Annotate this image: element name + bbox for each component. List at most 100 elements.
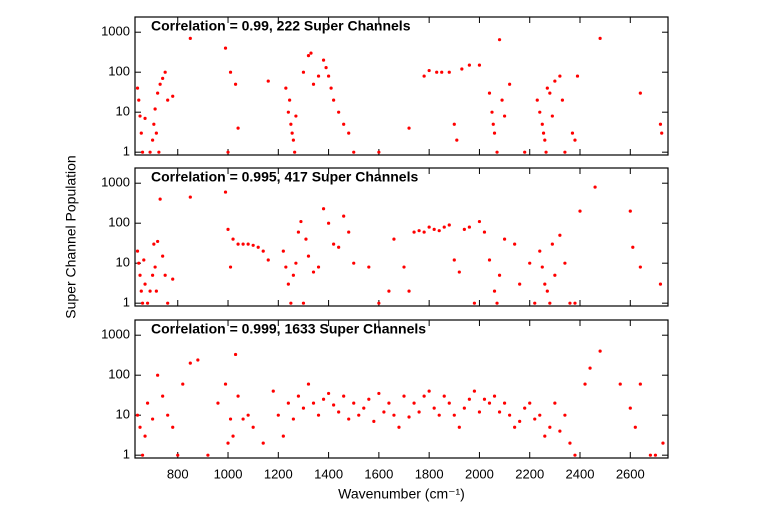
point [311, 82, 316, 86]
point [545, 289, 549, 293]
point [196, 358, 200, 362]
point [288, 98, 292, 102]
point [301, 406, 306, 410]
point [188, 361, 192, 365]
point [223, 190, 228, 194]
point [161, 254, 165, 258]
point [188, 36, 192, 40]
point [660, 131, 664, 135]
point [550, 114, 554, 118]
point [329, 86, 333, 90]
point [150, 138, 155, 142]
point [301, 70, 306, 74]
point [588, 366, 592, 370]
point [392, 237, 396, 241]
point [540, 265, 544, 269]
point [286, 282, 290, 286]
point [153, 265, 157, 269]
point [226, 227, 230, 231]
point [171, 425, 175, 429]
point [658, 282, 663, 286]
point [661, 441, 665, 445]
point [467, 63, 471, 67]
point [342, 394, 346, 398]
point [158, 197, 162, 201]
point [382, 410, 386, 414]
point [440, 70, 444, 74]
point [150, 273, 155, 277]
point [140, 453, 145, 457]
point [437, 229, 441, 233]
point [568, 441, 572, 445]
point [518, 419, 522, 423]
point [653, 453, 658, 457]
point [513, 242, 517, 246]
point [460, 67, 464, 71]
y-tick-label: 1 [123, 447, 130, 462]
point [284, 265, 288, 269]
point [427, 389, 431, 393]
point [311, 270, 316, 274]
point [137, 261, 141, 265]
point [402, 394, 406, 398]
point [492, 131, 497, 135]
y-tick-label: 100 [108, 215, 130, 230]
point [156, 91, 160, 95]
annotation: Correlation = 0.999, 1633 Super Channels [151, 321, 426, 337]
point [286, 110, 290, 114]
point [281, 434, 285, 438]
point [452, 413, 456, 417]
point [309, 51, 313, 55]
point [316, 74, 321, 78]
point [560, 98, 565, 102]
point [638, 91, 642, 95]
point [362, 406, 366, 410]
point [535, 98, 539, 102]
point [495, 150, 499, 154]
point [301, 301, 306, 305]
y-tick-label: 1000 [101, 24, 130, 39]
point [290, 131, 294, 135]
annotation: Correlation = 0.99, 222 Super Channels [151, 18, 411, 34]
point [563, 150, 567, 154]
point [508, 82, 512, 86]
point [377, 301, 381, 305]
point [166, 413, 170, 417]
point [495, 301, 499, 305]
point [139, 131, 143, 135]
y-tick-label: 10 [116, 255, 130, 270]
point [407, 126, 411, 130]
point [543, 434, 547, 438]
annotation: Correlation = 0.995, 417 Super Channels [151, 169, 418, 185]
point [342, 214, 346, 218]
point [140, 150, 145, 154]
point [497, 38, 502, 42]
point [541, 131, 546, 135]
point [570, 131, 575, 135]
point [276, 413, 280, 417]
point [563, 261, 567, 265]
point [289, 301, 293, 305]
point [321, 58, 326, 62]
point [550, 242, 554, 246]
point [291, 417, 295, 421]
point [457, 270, 461, 274]
point [176, 453, 180, 457]
point [166, 301, 170, 305]
point [628, 209, 632, 213]
point [241, 417, 245, 421]
point [583, 382, 587, 386]
point [397, 425, 401, 429]
point [228, 70, 233, 74]
point [472, 301, 477, 305]
x-tick-label: 1200 [264, 466, 293, 481]
point [231, 237, 235, 241]
point [181, 382, 185, 386]
point [251, 425, 255, 429]
point [502, 114, 507, 118]
point [236, 242, 240, 246]
point [150, 417, 155, 421]
point [337, 245, 341, 249]
point [563, 413, 567, 417]
